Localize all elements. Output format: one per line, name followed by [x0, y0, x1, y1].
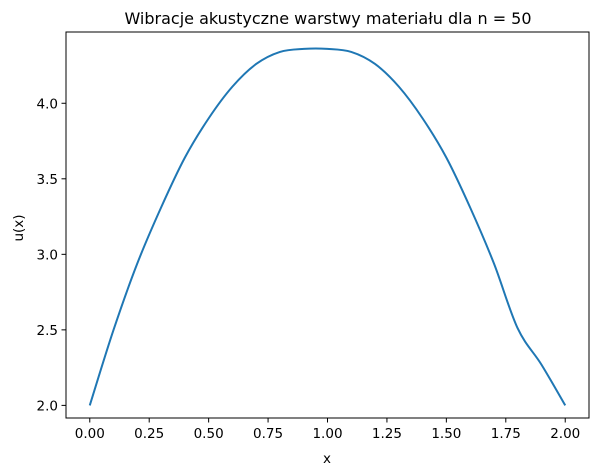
x-tick-label: 1.75 — [491, 426, 521, 442]
x-tick-label: 1.00 — [312, 426, 342, 442]
y-tick-label: 3.0 — [37, 247, 58, 263]
x-tick-label: 1.50 — [431, 426, 461, 442]
chart-title: Wibracje akustyczne warstwy materiału dl… — [124, 9, 531, 28]
y-tick-label: 2.0 — [37, 398, 58, 414]
x-axis-label: x — [323, 451, 331, 467]
x-tick-label: 0.75 — [253, 426, 283, 442]
x-tick-label: 2.00 — [550, 426, 580, 442]
x-tick-label: 1.25 — [372, 426, 402, 442]
y-tick-label: 2.5 — [37, 323, 58, 339]
y-axis-label: u(x) — [11, 214, 27, 241]
y-tick-label: 4.0 — [37, 96, 58, 112]
x-tick-label: 0.50 — [194, 426, 224, 442]
y-tick-label: 3.5 — [37, 172, 58, 188]
x-tick-label: 0.00 — [75, 426, 105, 442]
x-tick-label: 0.25 — [134, 426, 164, 442]
x-axis: 0.00 0.25 0.50 0.75 1.00 1.25 1.50 1.75 2.00 — [75, 418, 580, 442]
y-axis: 2.0 2.5 3.0 3.5 4.0 — [37, 96, 66, 414]
series-line — [88, 47, 567, 406]
